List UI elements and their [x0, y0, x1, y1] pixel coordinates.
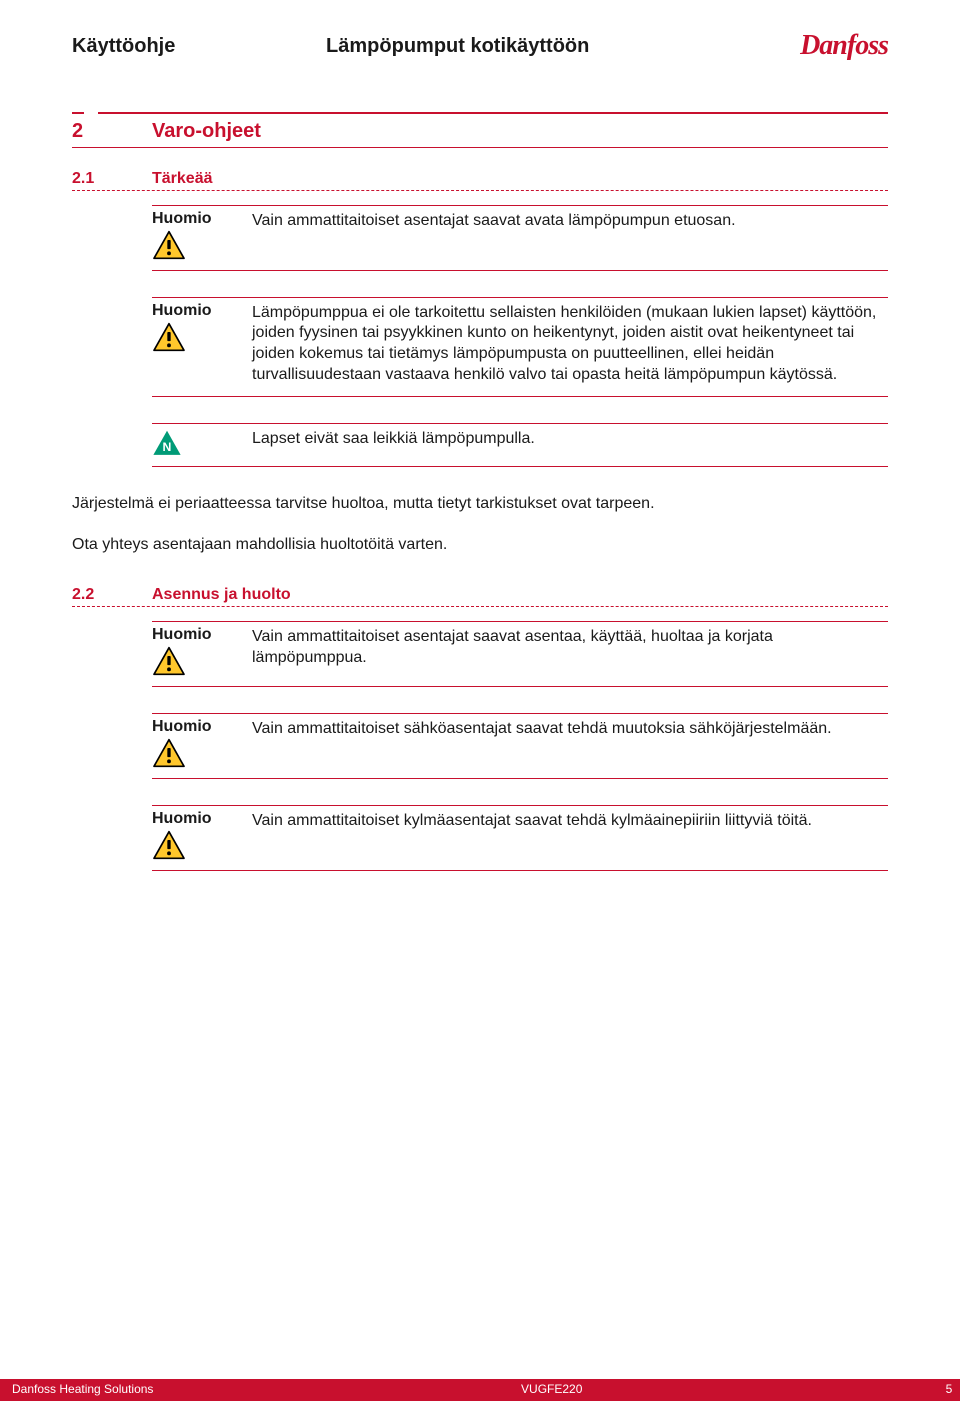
notice-list: HuomioVain ammattitaitoiset asentajat sa…: [72, 621, 888, 871]
notice-label: Huomio: [152, 626, 252, 644]
caution-icon: [152, 322, 186, 352]
notice-box: HuomioVain ammattitaitoiset kylmäasentaj…: [152, 805, 888, 871]
notice-icon-column: [152, 428, 252, 456]
notice-text: Vain ammattitaitoiset asentajat saavat a…: [252, 626, 888, 676]
notice-box: HuomioVain ammattitaitoiset sähköasentaj…: [152, 713, 888, 779]
divider-line: [72, 112, 888, 114]
notice-icon-column: Huomio: [152, 718, 252, 768]
notice-text: Vain ammattitaitoiset kylmäasentajat saa…: [252, 810, 888, 860]
subsection-number: 2.2: [72, 586, 152, 604]
doc-title: Lämpöpumput kotikäyttöön: [115, 35, 800, 58]
notice-label: Huomio: [152, 302, 252, 320]
notice-text: Vain ammattitaitoiset asentajat saavat a…: [252, 210, 888, 260]
body-paragraph: Järjestelmä ei periaatteessa tarvitse hu…: [72, 493, 888, 515]
notice-label: Huomio: [152, 210, 252, 228]
notice-label: Huomio: [152, 810, 252, 828]
body-paragraph: Ota yhteys asentajaan mahdollisia huolto…: [72, 534, 888, 556]
page-number: 5: [938, 1379, 960, 1401]
footer-doc-id: VUGFE220: [165, 1379, 938, 1401]
notice-text: Lapset eivät saa leikkiä lämpöpumpulla.: [252, 428, 888, 456]
notice-text: Lämpöpumppua ei ole tarkoitettu sellaist…: [252, 302, 888, 386]
note-icon: [152, 430, 182, 456]
caution-icon: [152, 830, 186, 860]
subsection-title: Tärkeää: [152, 170, 213, 188]
brand-logo: Danfoss: [800, 30, 888, 62]
section-heading: 2 Varo-ohjeet: [72, 120, 888, 148]
notice-icon-column: Huomio: [152, 210, 252, 260]
subsection-number: 2.1: [72, 170, 152, 188]
section-title: Varo-ohjeet: [152, 120, 261, 143]
notice-text: Vain ammattitaitoiset sähköasentajat saa…: [252, 718, 888, 768]
notice-box: HuomioLämpöpumppua ei ole tarkoitettu se…: [152, 297, 888, 397]
caution-icon: [152, 738, 186, 768]
subsection-title: Asennus ja huolto: [152, 586, 291, 604]
notice-list: HuomioVain ammattitaitoiset asentajat sa…: [72, 205, 888, 467]
subsection-heading: 2.1 Tärkeää: [72, 170, 888, 191]
section-number: 2: [72, 120, 152, 143]
page-footer: Danfoss Heating Solutions VUGFE220 5: [0, 1379, 960, 1401]
notice-icon-column: Huomio: [152, 810, 252, 860]
caution-icon: [152, 646, 186, 676]
notice-box: HuomioVain ammattitaitoiset asentajat sa…: [152, 621, 888, 687]
subsection-heading: 2.2 Asennus ja huolto: [72, 586, 888, 607]
notice-box: HuomioVain ammattitaitoiset asentajat sa…: [152, 205, 888, 271]
notice-box: Lapset eivät saa leikkiä lämpöpumpulla.: [152, 423, 888, 467]
document-header: Käyttöohje Lämpöpumput kotikäyttöön Danf…: [72, 30, 888, 62]
notice-icon-column: Huomio: [152, 626, 252, 676]
notice-icon-column: Huomio: [152, 302, 252, 386]
footer-left: Danfoss Heating Solutions: [0, 1379, 165, 1401]
caution-icon: [152, 230, 186, 260]
notice-label: Huomio: [152, 718, 252, 736]
danfoss-logo: Danfoss: [800, 30, 888, 61]
